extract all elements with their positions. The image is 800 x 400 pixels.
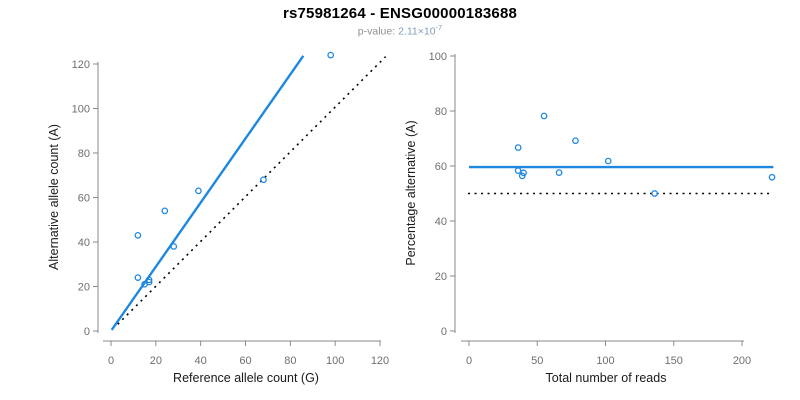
data-point	[555, 169, 563, 176]
data-point	[145, 276, 153, 284]
data-point	[604, 157, 612, 165]
data-point	[572, 137, 579, 145]
right-scatter-plot: 0 50 100 150 200 0 20 40 60 80 100 Total number of …	[404, 51, 776, 385]
data-point	[540, 112, 548, 120]
x-tick-label: 200	[733, 355, 751, 367]
y-tick-label: 80	[435, 106, 447, 118]
y-tick-label: 0	[441, 326, 447, 338]
data-point	[145, 278, 153, 286]
x-tick-label: 120	[371, 355, 389, 367]
data-point	[134, 274, 142, 281]
x-tick-label: 100	[596, 355, 614, 367]
pvalue-exponent: -7	[435, 23, 443, 32]
chart-subtitle: p-value: 2.11×10-7	[0, 23, 800, 38]
y-axis-title: Percentage alternative (A)	[404, 120, 418, 265]
y-tick-label: 20	[78, 282, 90, 294]
data-point	[161, 207, 169, 215]
x-tick-label: 80	[284, 355, 296, 367]
data-point	[170, 243, 178, 250]
data-point	[651, 190, 658, 197]
data-point	[327, 51, 335, 59]
regression-line	[110, 55, 305, 331]
pvalue-value: 2.11×10	[398, 25, 436, 38]
x-tick-label: 150	[665, 355, 683, 367]
data-point	[260, 176, 267, 184]
x-tick-label: 50	[531, 355, 543, 367]
left-scatter-plot: 0 20 40 60 80 100 120 0 20 40 60 80 100 120 Reference …	[47, 51, 389, 385]
x-tick-label: 60	[239, 355, 251, 367]
x-tick-label: 40	[195, 355, 207, 367]
y-tick-label: 60	[435, 161, 447, 173]
identity-line	[117, 56, 387, 325]
y-axis-title: Alternative allele count (A)	[47, 124, 61, 270]
x-tick-label: 0	[466, 355, 472, 367]
chart-title: rs75981264 - ENSG00000183688	[282, 5, 518, 22]
pvalue-label: p-value:	[357, 25, 399, 38]
data-point	[518, 172, 526, 180]
x-axis-title: Reference allele count (G)	[173, 371, 319, 385]
y-tick-label: 40	[435, 216, 447, 228]
y-tick-label: 20	[435, 271, 447, 283]
data-point	[514, 144, 522, 151]
data-point	[768, 173, 776, 181]
x-tick-label: 0	[108, 355, 114, 367]
y-tick-label: 100	[72, 104, 90, 116]
y-tick-label: 0	[84, 326, 90, 338]
x-axis-title: Total number of reads	[546, 371, 667, 385]
y-tick-label: 100	[429, 51, 447, 63]
x-tick-label: 100	[326, 355, 344, 367]
y-tick-label: 60	[78, 193, 90, 205]
y-tick-label: 120	[72, 59, 90, 71]
y-tick-label: 80	[78, 148, 90, 160]
data-point	[514, 167, 522, 175]
data-point	[195, 187, 202, 195]
y-tick-label: 40	[78, 237, 90, 249]
data-point	[134, 231, 142, 239]
x-tick-label: 20	[150, 355, 162, 367]
